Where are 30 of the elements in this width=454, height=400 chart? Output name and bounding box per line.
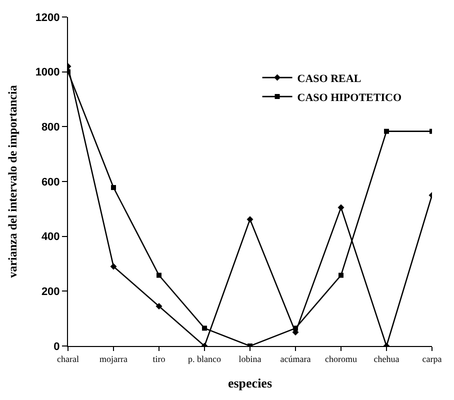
point: [338, 204, 344, 211]
point: [338, 272, 344, 278]
legend-label: CASO HIPOTETICO: [297, 92, 402, 104]
x-tick-label: lobina: [238, 354, 262, 364]
y-tick-label: 1000: [35, 66, 60, 79]
y-tick-label: 1200: [35, 12, 60, 24]
x-tick-label: carpa: [422, 354, 442, 364]
point: [111, 185, 116, 190]
point: [156, 272, 162, 278]
y-tick-label: 200: [41, 286, 60, 298]
point: [246, 216, 254, 223]
point: [202, 326, 207, 331]
point: [110, 263, 117, 270]
y-tick-label: 800: [41, 122, 60, 134]
point: [293, 326, 298, 331]
x-tick-label: mojarra: [100, 354, 128, 364]
legend-label: CASO REAL: [297, 72, 362, 85]
x-tick-label: tiro: [152, 354, 166, 364]
y-tick-label: 400: [41, 231, 60, 244]
y-tick-label: 0: [54, 340, 60, 353]
x-tick-label: charal: [57, 354, 80, 364]
x-tick-label: choromu: [325, 354, 358, 364]
y-axis-title: varianza del intervalo de importancia: [6, 85, 20, 278]
y-tick-label: 600: [41, 176, 60, 188]
x-axis-title: especies: [228, 375, 272, 390]
point: [384, 128, 389, 134]
x-tick-label: acúmara: [280, 354, 311, 364]
x-tick-label: chehua: [374, 354, 400, 364]
x-tick-label: p. blanco: [188, 354, 222, 364]
point: [156, 303, 162, 310]
